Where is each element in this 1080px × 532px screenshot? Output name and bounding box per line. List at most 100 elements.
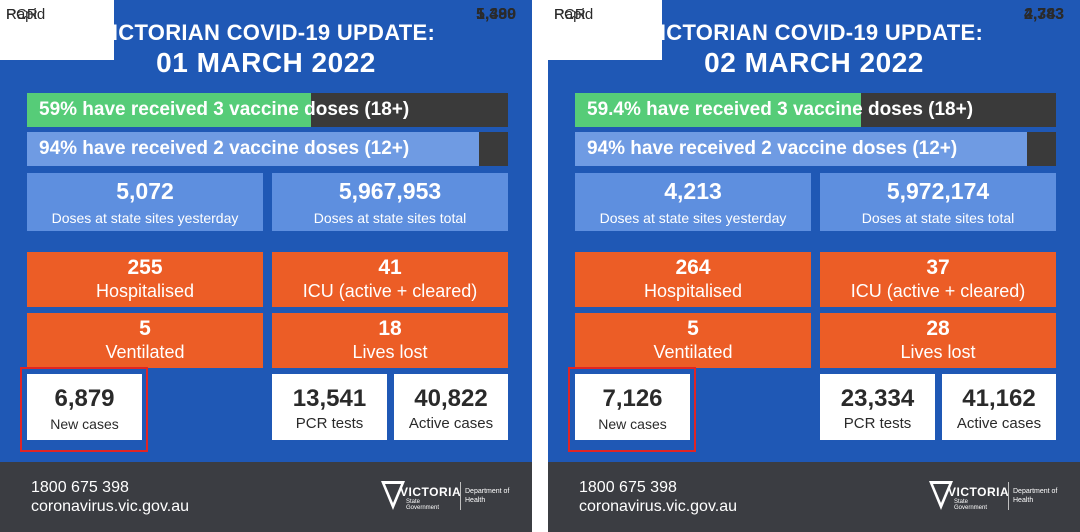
pcr-label: PCR: [6, 6, 38, 23]
victoria-government-logo: VICTORIA State Government Department of …: [380, 476, 515, 518]
logo-divider: [460, 482, 461, 510]
pcr-tests-box: 13,541 PCR tests: [272, 374, 387, 440]
rapid-label: Rapid: [6, 6, 46, 23]
logo-victoria-text: VICTORIA: [948, 485, 1010, 499]
vaccine-2-doses-label: 94% have received 2 vaccine doses (12+): [587, 138, 958, 159]
doses-total-value: 5,967,953: [338, 178, 442, 204]
pcr-box: PCR 1,499: [0, 6, 516, 60]
vaccine-2-doses-fill: [27, 132, 480, 166]
logo-divider: [1008, 482, 1009, 510]
active-cases-label: Active cases: [956, 415, 1042, 432]
active-cases-label: Active cases: [408, 415, 494, 432]
doses-total-box: 5,972,174 Doses at state sites total: [820, 173, 1056, 231]
new-cases-highlight: [568, 367, 696, 452]
lives-lost-value: 18: [378, 317, 402, 340]
ventilated-value: 5: [687, 317, 699, 340]
hospitalised-box: 255 Hospitalised: [27, 252, 263, 307]
footer-url: coronavirus.vic.gov.au: [31, 498, 189, 515]
footer: 1800 675 398 coronavirus.vic.gov.au VICT…: [548, 462, 1080, 532]
new-cases-highlight: [20, 367, 148, 452]
vaccine-2-doses-fill: [575, 132, 1028, 166]
pcr-label: PCR: [554, 6, 586, 23]
vaccine-3-doses-fill: [27, 93, 311, 127]
doses-yesterday-box: 5,072 Doses at state sites yesterday: [27, 173, 263, 231]
footer: 1800 675 398 coronavirus.vic.gov.au VICT…: [0, 462, 532, 532]
title-date: 02 MARCH 2022: [704, 47, 924, 78]
vaccine-3-doses-label: 59.4% have received 3 vaccine doses (18+…: [587, 99, 974, 120]
footer-url: coronavirus.vic.gov.au: [579, 498, 737, 515]
icu-box: 37 ICU (active + cleared): [820, 252, 1056, 307]
rapid-box: Rapid 4,743: [548, 0, 1064, 30]
vaccine-2-doses-bar: 94% have received 2 vaccine doses (12+): [27, 132, 508, 166]
new-cases-label: New cases: [50, 416, 119, 432]
title-heading: VICTORIAN COVID-19 UPDATE:: [96, 20, 436, 45]
doses-total-value: 5,972,174: [886, 178, 990, 204]
pcr-value: 1,499: [475, 6, 516, 23]
doses-yesterday-label: Doses at state sites yesterday: [51, 210, 239, 226]
new-cases-value: 7,126: [602, 385, 663, 412]
ventilated-value: 5: [139, 317, 151, 340]
pcr-tests-value: 23,334: [840, 385, 915, 412]
lives-lost-label: Lives lost: [352, 342, 428, 362]
icu-label: ICU (active + cleared): [850, 281, 1026, 301]
vaccine-3-doses-bar: 59% have received 3 vaccine doses (18+): [27, 93, 508, 127]
logo-state-government-text: State Government: [954, 499, 988, 511]
victoria-shield-icon: [381, 481, 405, 510]
logo-victoria-text: VICTORIA: [400, 485, 462, 499]
doses-total-label: Doses at state sites total: [861, 210, 1015, 226]
rapid-box: Rapid 5,380: [0, 0, 516, 30]
lives-lost-box: 18 Lives lost: [272, 313, 508, 368]
logo-department-text: Department of Health: [1013, 488, 1058, 504]
vaccine-2-doses-label: 94% have received 2 vaccine doses (12+): [39, 138, 410, 159]
active-cases-value: 41,162: [962, 385, 1036, 412]
pcr-tests-value: 13,541: [292, 385, 367, 412]
doses-total-box: 5,967,953 Doses at state sites total: [272, 173, 508, 231]
vaccine-3-doses-fill: [575, 93, 861, 127]
lives-lost-label: Lives lost: [900, 342, 976, 362]
hospitalised-box: 264 Hospitalised: [575, 252, 811, 307]
vaccine-3-doses-label: 59% have received 3 vaccine doses (18+): [39, 99, 410, 120]
icu-value: 41: [378, 256, 402, 279]
title-heading: VICTORIAN COVID-19 UPDATE:: [644, 20, 984, 45]
hospitalised-value: 255: [127, 256, 163, 279]
icu-value: 37: [926, 256, 950, 279]
covid-update-panel-left: VICTORIAN COVID-19 UPDATE: 01 MARCH 2022…: [0, 0, 532, 532]
logo-state-government-text: State Government: [406, 499, 440, 511]
rapid-value: 5,380: [475, 6, 516, 23]
hospitalised-label: Hospitalised: [643, 281, 743, 301]
ventilated-box: 5 Ventilated: [27, 313, 263, 368]
new-cases-value: 6,879: [54, 385, 115, 412]
ventilated-label: Ventilated: [653, 342, 733, 362]
active-cases-box: 40,822 Active cases: [394, 374, 508, 440]
lives-lost-value: 28: [926, 317, 950, 340]
vaccine-2-doses-bar: 94% have received 2 vaccine doses (12+): [575, 132, 1056, 166]
vaccine-3-doses-bar: 59.4% have received 3 vaccine doses (18+…: [575, 93, 1056, 127]
new-cases-label: New cases: [598, 416, 667, 432]
doses-yesterday-value: 5,072: [116, 178, 174, 204]
doses-yesterday-label: Doses at state sites yesterday: [599, 210, 787, 226]
lives-lost-box: 28 Lives lost: [820, 313, 1056, 368]
footer-phone: 1800 675 398: [31, 479, 129, 496]
active-cases-value: 40,822: [414, 385, 488, 412]
pcr-tests-label: PCR tests: [843, 415, 912, 432]
doses-yesterday-box: 4,213 Doses at state sites yesterday: [575, 173, 811, 231]
doses-total-label: Doses at state sites total: [313, 210, 467, 226]
title-date: 01 MARCH 2022: [156, 47, 376, 78]
victoria-shield-icon: [929, 481, 953, 510]
covid-update-panel-right: VICTORIAN COVID-19 UPDATE: 02 MARCH 2022…: [548, 0, 1080, 532]
pcr-box: PCR 2,383: [548, 6, 1064, 60]
active-cases-box: 41,162 Active cases: [942, 374, 1056, 440]
ventilated-label: Ventilated: [105, 342, 185, 362]
rapid-value: 4,743: [1023, 6, 1064, 23]
icu-box: 41 ICU (active + cleared): [272, 252, 508, 307]
hospitalised-value: 264: [675, 256, 711, 279]
ventilated-box: 5 Ventilated: [575, 313, 811, 368]
rapid-label: Rapid: [554, 6, 594, 23]
icu-label: ICU (active + cleared): [302, 281, 478, 301]
pcr-tests-box: 23,334 PCR tests: [820, 374, 935, 440]
new-cases-box: 6,879 New cases: [27, 374, 142, 440]
hospitalised-label: Hospitalised: [95, 281, 195, 301]
victoria-government-logo: VICTORIA State Government Department of …: [928, 476, 1063, 518]
pcr-value: 2,383: [1023, 6, 1064, 23]
new-cases-box: 7,126 New cases: [575, 374, 690, 440]
